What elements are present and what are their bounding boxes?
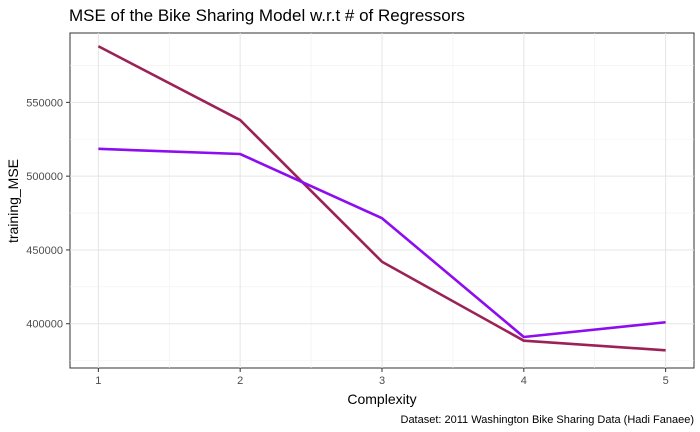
y-tick-label: 400000 (26, 319, 63, 331)
x-tick-label: 3 (379, 375, 385, 387)
x-tick-label: 2 (237, 375, 243, 387)
y-axis-title: training_MSE (5, 159, 21, 243)
y-tick-label: 550000 (26, 97, 63, 109)
series-line-1 (97, 45, 666, 352)
y-tick-label: 500000 (26, 171, 63, 183)
y-tick-label: 450000 (26, 245, 63, 257)
series-layer (97, 45, 666, 352)
series-line-2 (98, 147, 666, 339)
x-axis-title: Complexity (347, 391, 416, 407)
x-tick-label: 5 (663, 375, 669, 387)
chart-caption: Dataset: 2011 Washington Bike Sharing Da… (401, 414, 695, 426)
x-axis-ticks: 1 2 3 4 5 (95, 368, 669, 387)
chart-title: MSE of the Bike Sharing Model w.r.t # of… (69, 6, 465, 25)
x-tick-label: 4 (521, 375, 527, 387)
gridlines (70, 33, 694, 368)
y-axis-ticks: 400000 450000 500000 550000 (26, 97, 70, 331)
x-tick-label: 1 (95, 375, 101, 387)
